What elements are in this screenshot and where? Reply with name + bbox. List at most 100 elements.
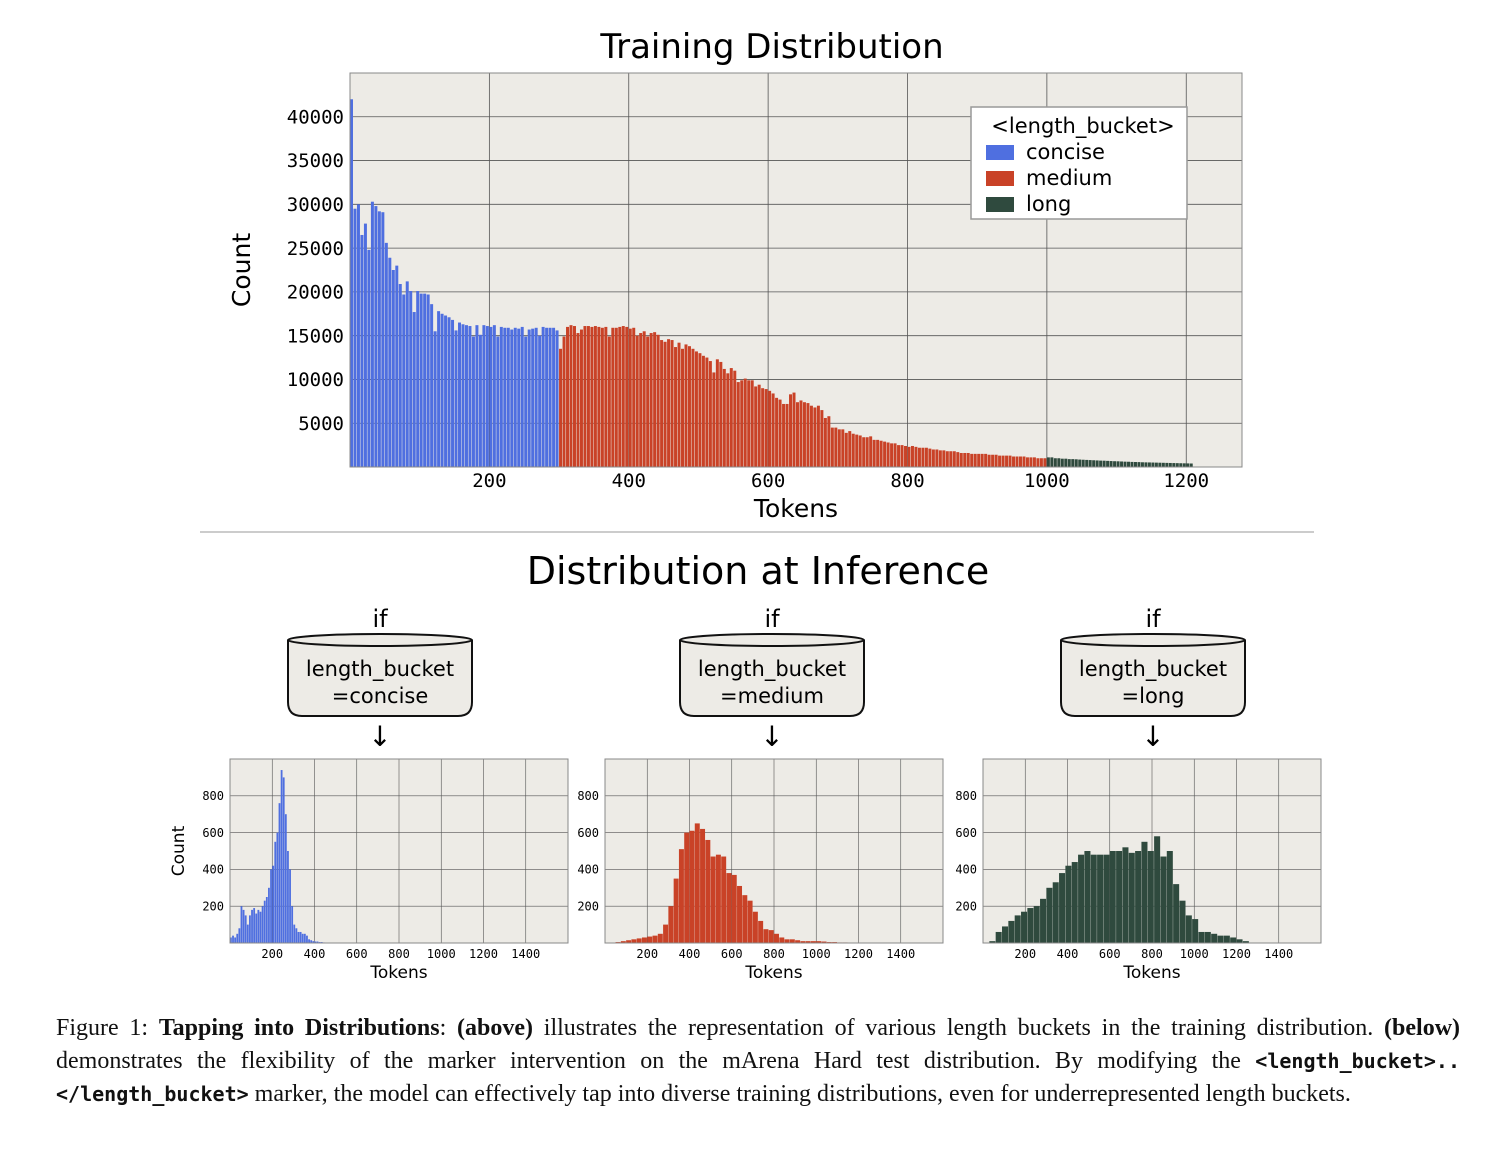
main-bar-concise [391, 270, 395, 467]
main-bar-medium [1043, 458, 1047, 467]
sub-medium-y-tick-label: 600 [577, 826, 599, 840]
sub-concise-bar [306, 935, 308, 943]
sub-long-plot-border [982, 758, 1322, 944]
sub-concise-bar [299, 931, 302, 943]
inference-charts: 200 400 600 800 1000 1200 1400 200 400 600 800 Toke… [169, 758, 1322, 983]
condition-2: if length_bucket=medium ↓ [679, 605, 865, 753]
legend-label-concise: concise [1026, 140, 1105, 164]
legend-swatch-medium [986, 171, 1014, 186]
sub-concise-x-tick-label: 600 [346, 947, 368, 961]
sub-long-bar [1071, 862, 1078, 943]
caption-colon: : [439, 1015, 447, 1041]
sub-concise-bar [238, 928, 241, 943]
main-bar-medium [743, 378, 747, 467]
main-bar-concise [405, 281, 409, 467]
inference-chart-concise: 200 400 600 800 1000 1200 1400 200 400 600 800 Toke… [169, 758, 569, 983]
main-bar-long [1081, 459, 1085, 467]
main-bar-long [1151, 462, 1155, 467]
main-bar-medium [722, 368, 726, 467]
caption-prefix: Figure 1: [56, 1015, 149, 1041]
main-bar-medium [559, 348, 563, 467]
main-bar-concise [458, 322, 461, 467]
main-bar-medium [1001, 455, 1005, 467]
main-bar-long [1085, 459, 1089, 467]
sub-concise-x-tick-label: 1400 [511, 947, 540, 961]
sub-concise-bar [242, 909, 245, 943]
sub-long-bar [1122, 847, 1129, 943]
main-bar-concise [468, 326, 472, 467]
sub-concise-bar [291, 906, 294, 943]
sub-long-bar [1185, 915, 1192, 943]
sub-long-bar [1179, 900, 1186, 943]
sub-medium-bar [737, 885, 743, 943]
main-bar-concise [545, 327, 549, 467]
main-bar-concise [464, 325, 468, 467]
sub-medium-bar [678, 849, 684, 943]
sub-medium-bar [694, 823, 700, 943]
main-bar-medium [830, 427, 834, 467]
main-bar-medium [910, 445, 914, 467]
main-bar-medium [1008, 455, 1012, 467]
main-x-tick-label: 200 [472, 470, 506, 492]
main-bar-long [1053, 458, 1057, 467]
sub-concise-plot-border [229, 758, 569, 944]
sub-long-x-tick-label: 200 [1014, 947, 1036, 961]
sub-long-x-axis-label: Tokens [1122, 963, 1180, 983]
main-bar-medium [886, 442, 890, 467]
main-bar-medium [698, 353, 702, 467]
main-bar-medium [754, 386, 758, 467]
main-bar-long [1168, 462, 1172, 467]
main-bar-concise [444, 315, 448, 467]
sub-medium-x-tick-label: 200 [636, 947, 658, 961]
main-bar-medium [764, 389, 768, 467]
main-bar-concise [552, 327, 556, 467]
main-bar-medium [796, 402, 799, 467]
main-bar-concise [426, 294, 430, 467]
main-bar-concise [363, 223, 367, 467]
sub-long-bar [1135, 851, 1142, 943]
sub-medium-bar [816, 941, 822, 943]
main-bar-medium [757, 384, 761, 467]
sub-concise-x-tick-label: 800 [388, 947, 410, 961]
main-bar-medium [827, 416, 831, 467]
main-bar-long [1060, 458, 1064, 467]
main-bar-medium [802, 402, 806, 467]
caption-below-text: demonstrates the flexibility of the mark… [56, 1048, 1256, 1074]
sub-medium-bar [620, 941, 626, 943]
sub-concise-x-axis-label: Tokens [369, 963, 427, 983]
main-bar-concise [506, 327, 510, 467]
main-bar-concise [538, 335, 542, 467]
main-bar-medium [1022, 456, 1026, 467]
main-bar-medium [618, 326, 622, 467]
main-bar-medium [900, 445, 904, 467]
main-bar-concise [555, 330, 559, 467]
main-bar-concise [524, 336, 528, 467]
main-bar-concise [419, 293, 423, 467]
main-bar-medium [869, 436, 873, 467]
sub-long-bar [1192, 919, 1199, 943]
sub-medium-bar [657, 933, 663, 943]
main-bar-medium [956, 452, 960, 467]
sub-long-bar [995, 931, 1002, 943]
sub-long-bar [1078, 854, 1085, 943]
main-bar-medium [715, 359, 719, 467]
sub-concise-bar [284, 814, 287, 943]
figure: Training Distribution 200 400 600 800 1000 12… [169, 27, 1322, 983]
sub-long-bar [1141, 841, 1148, 943]
sub-long-x-tick-label: 600 [1099, 947, 1121, 961]
sub-concise-bar [278, 803, 281, 943]
main-bar-medium [991, 454, 995, 467]
main-bar-concise [478, 334, 482, 467]
sub-medium-bar [715, 854, 721, 943]
sub-long-bar [1230, 937, 1237, 943]
main-bar-medium [813, 407, 817, 467]
main-bar-medium [607, 336, 611, 467]
main-bar-medium [576, 333, 580, 467]
sub-medium-bar [663, 924, 669, 943]
main-bar-medium [980, 453, 984, 467]
main-bar-long [1147, 462, 1151, 467]
main-bar-medium [966, 452, 970, 467]
main-bar-long [1144, 462, 1148, 467]
main-bar-medium [963, 452, 967, 467]
main-bar-concise [367, 249, 371, 467]
